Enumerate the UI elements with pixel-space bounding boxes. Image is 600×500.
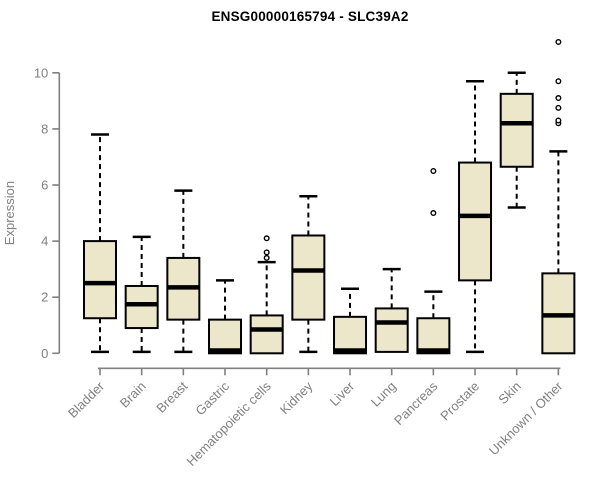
- x-axis-tick-label: Brain: [117, 379, 149, 411]
- outlier-point: [430, 210, 437, 217]
- y-axis-tick-label: 6: [41, 178, 48, 193]
- x-axis-tick-label: Lung: [368, 379, 399, 410]
- x-axis-tick-label: Prostate: [437, 379, 482, 424]
- x-axis-tick-label: Unknown / Other: [486, 378, 566, 458]
- chart-title: ENSG00000165794 - SLC39A2: [211, 9, 409, 24]
- y-axis-tick-label: 4: [41, 234, 48, 249]
- x-axis-tick-label: Pancreas: [391, 378, 441, 428]
- box-rect: [374, 307, 409, 353]
- y-axis-tick-label: 0: [41, 346, 48, 361]
- x-axis-tick-label: Gastric: [192, 378, 232, 418]
- outlier-point: [430, 167, 437, 174]
- outlier-point: [555, 117, 562, 124]
- x-axis-tick-label: Kidney: [277, 378, 316, 417]
- box-rect: [499, 92, 534, 168]
- y-axis-title: Expression: [2, 181, 17, 245]
- outlier-point: [555, 104, 562, 111]
- box-rect: [291, 234, 326, 321]
- outlier-point: [263, 254, 270, 261]
- outlier-point: [263, 249, 270, 256]
- box-rect: [249, 314, 284, 355]
- y-axis-tick-label: 2: [41, 290, 48, 305]
- x-axis-tick-label: Bladder: [65, 378, 108, 421]
- box-rect: [208, 318, 243, 355]
- outlier-point: [263, 235, 270, 242]
- y-axis-tick-label: 8: [41, 121, 48, 136]
- x-axis-tick-label: Breast: [153, 378, 190, 415]
- box-rect: [416, 317, 451, 355]
- x-axis-tick-label: Liver: [327, 378, 358, 409]
- outlier-point: [555, 78, 562, 85]
- x-axis-tick-label: Skin: [495, 379, 523, 407]
- box-rect: [83, 240, 117, 320]
- outlier-point: [555, 95, 562, 102]
- box-rect: [333, 315, 368, 355]
- box-rect: [124, 284, 159, 330]
- y-axis-tick-label: 10: [34, 65, 48, 80]
- outlier-point: [555, 38, 562, 45]
- box-rect: [458, 161, 493, 282]
